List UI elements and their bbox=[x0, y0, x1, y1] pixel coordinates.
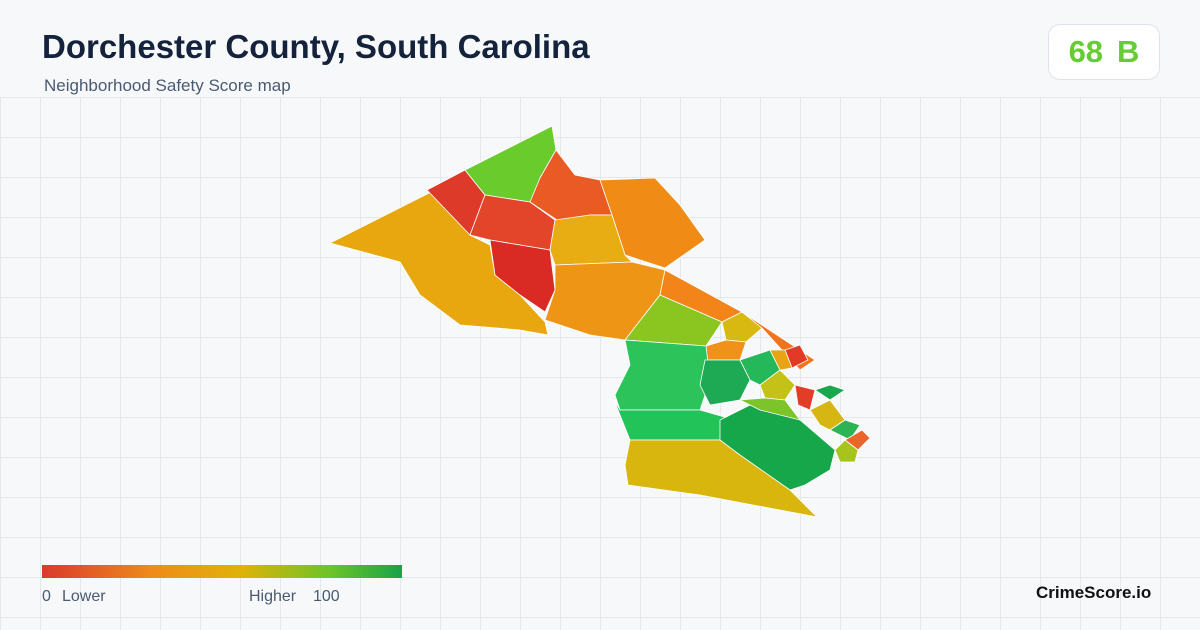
brand: CrimeScore.io bbox=[1036, 583, 1152, 602]
legend-high-label: Higher bbox=[249, 588, 297, 605]
region bbox=[704, 339, 747, 361]
region bbox=[699, 359, 751, 406]
region bbox=[721, 311, 763, 343]
legend-min: 0 bbox=[42, 588, 51, 605]
grade: B bbox=[1117, 34, 1140, 69]
subtitle: Neighborhood Safety Score map bbox=[44, 76, 291, 95]
region bbox=[794, 384, 816, 411]
score: 68 bbox=[1068, 34, 1104, 69]
region bbox=[614, 339, 711, 411]
score-badge: 68 B bbox=[1048, 24, 1160, 80]
title: Dorchester County, South Carolina bbox=[42, 28, 590, 65]
region bbox=[759, 369, 796, 401]
region bbox=[829, 419, 861, 441]
region bbox=[738, 397, 801, 421]
legend-max: 100 bbox=[313, 588, 340, 605]
map-regions bbox=[328, 125, 871, 518]
legend-gradient bbox=[42, 565, 402, 578]
region bbox=[549, 214, 633, 266]
legend-low-label: Lower bbox=[62, 588, 106, 605]
region bbox=[834, 439, 859, 463]
region bbox=[769, 349, 793, 371]
region bbox=[814, 384, 846, 401]
